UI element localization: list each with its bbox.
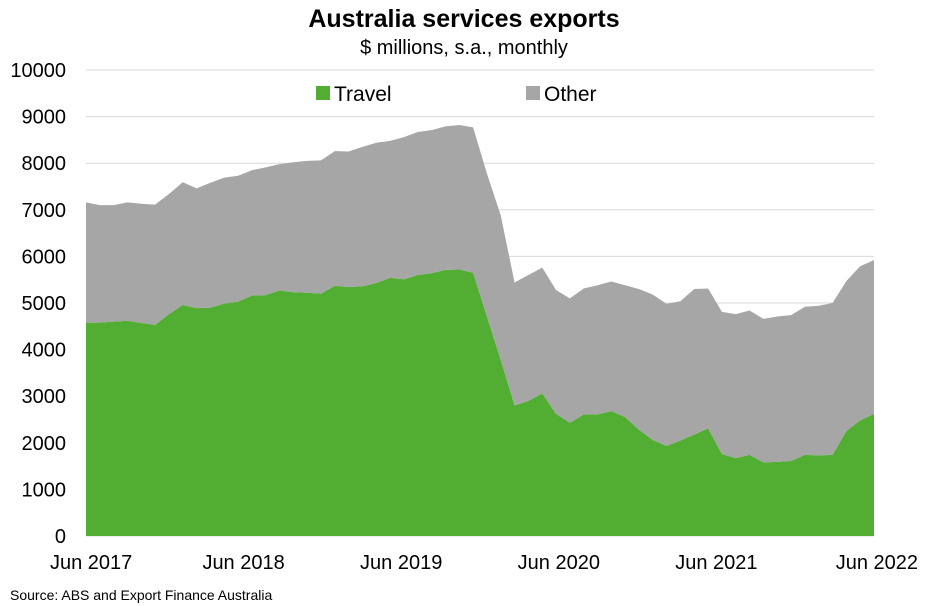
x-tick-label: Jun 2019 (360, 552, 442, 574)
y-axis: 0 1000 2000 3000 4000 5000 6000 7000 8000 9000 100… (10, 60, 66, 548)
x-tick-label: Jun 2020 (518, 552, 600, 574)
y-tick-label: 4000 (22, 340, 67, 362)
legend-swatch-travel (316, 86, 330, 100)
area-series-other (86, 124, 874, 463)
plot-area (86, 124, 874, 536)
y-tick-label: 1000 (22, 479, 67, 501)
chart-subtitle: $ millions, s.a., monthly (360, 37, 568, 59)
chart-title: Australia services exports (308, 5, 619, 33)
legend: Travel Other (316, 83, 597, 106)
source-note: Source: ABS and Export Finance Australia (10, 587, 272, 603)
legend-label-other: Other (544, 83, 597, 106)
area-series-travel (86, 269, 874, 536)
x-tick-label: Jun 2022 (836, 552, 918, 574)
y-tick-label: 9000 (22, 107, 67, 129)
x-tick-label: Jun 2018 (202, 552, 284, 574)
y-tick-label: 8000 (22, 153, 67, 175)
y-tick-label: 10000 (10, 60, 66, 82)
x-axis: Jun 2017 Jun 2018 Jun 2019 Jun 2020 Jun 2021… (50, 552, 918, 574)
x-tick-label: Jun 2017 (50, 552, 132, 574)
y-tick-label: 7000 (22, 200, 67, 222)
y-tick-label: 3000 (22, 386, 67, 408)
y-tick-label: 0 (55, 526, 66, 548)
y-tick-label: 5000 (22, 293, 67, 315)
legend-swatch-other (526, 86, 540, 100)
y-tick-label: 6000 (22, 246, 67, 268)
legend-label-travel: Travel (334, 83, 392, 106)
y-tick-label: 2000 (22, 433, 67, 455)
x-tick-label: Jun 2021 (675, 552, 757, 574)
